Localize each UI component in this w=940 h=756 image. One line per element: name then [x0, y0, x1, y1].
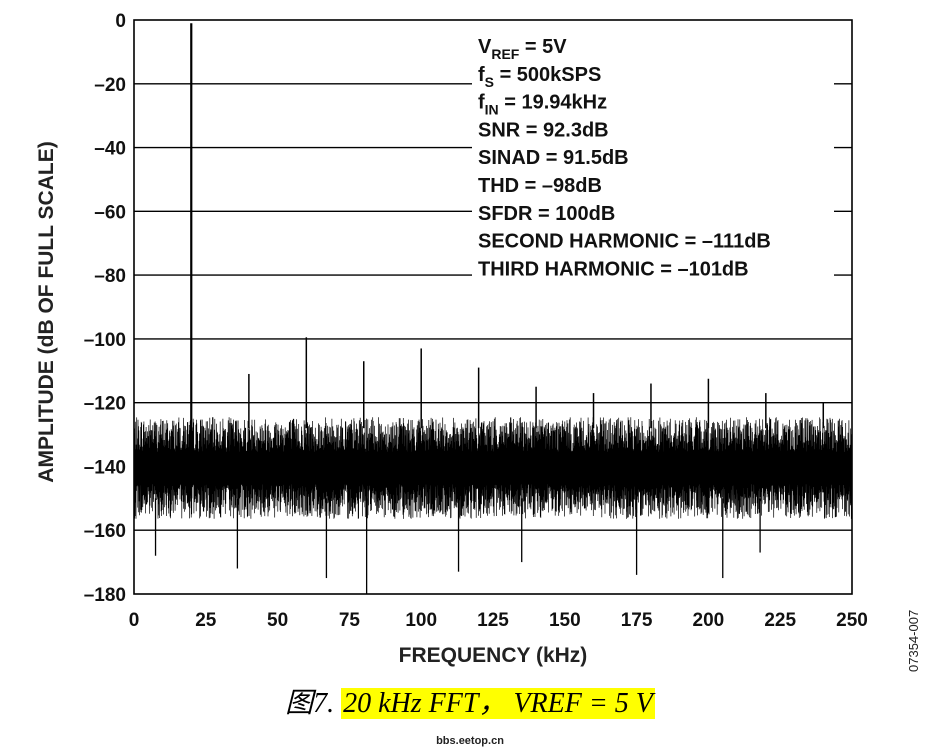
- x-axis-label: FREQUENCY (kHz): [399, 644, 588, 667]
- x-tick-label-5: 125: [477, 610, 509, 631]
- y-tick-label-3: –60: [94, 202, 126, 223]
- annotation-line-2: fIN = 19.94kHz: [478, 92, 607, 118]
- x-tick-label-4: 100: [405, 610, 437, 631]
- caption-highlight: 20 kHz FFT， VREF = 5 V: [341, 688, 655, 719]
- x-tick-label-3: 75: [339, 610, 361, 631]
- y-tick-label-0: 0: [115, 11, 126, 32]
- y-tick-label-4: –80: [94, 266, 126, 287]
- plot-frame: [133, 19, 853, 595]
- noise-floor-trace: [133, 417, 853, 519]
- x-tick-label-8: 200: [693, 610, 725, 631]
- watermark: bbs.eetop.cn: [436, 735, 504, 747]
- annotation-line-6: SFDR = 100dB: [478, 203, 615, 225]
- caption-prefix: 图7.: [285, 688, 342, 719]
- annotation-background: [472, 31, 834, 288]
- x-tick-label-1: 25: [195, 610, 217, 631]
- y-tick-label-5: –100: [84, 330, 126, 351]
- x-tick-label-2: 50: [267, 610, 288, 631]
- figure-caption: 图7. 20 kHz FFT， VREF = 5 V: [0, 681, 940, 721]
- y-tick-label-8: –160: [84, 521, 126, 542]
- annotation-line-7: SECOND HARMONIC = –111dB: [478, 231, 771, 253]
- annotation-line-5: THD = –98dB: [478, 175, 602, 197]
- annotation-line-1: fS = 500kSPS: [478, 64, 601, 90]
- y-tick-label-7: –140: [84, 457, 126, 478]
- y-tick-label-9: –180: [84, 585, 126, 606]
- annotation-line-3: SNR = 92.3dB: [478, 119, 609, 141]
- x-tick-label-0: 0: [129, 610, 140, 631]
- x-tick-label-10: 250: [836, 610, 868, 631]
- annotation-line-4: SINAD = 91.5dB: [478, 147, 629, 169]
- figure-id-text: 07354-007: [906, 610, 921, 672]
- x-tick-label-7: 175: [621, 610, 653, 631]
- annotation-line-8: THIRD HARMONIC = –101dB: [478, 258, 749, 280]
- y-tick-label-6: –120: [84, 394, 126, 415]
- y-tick-label-2: –40: [94, 139, 126, 160]
- figure-id: 07354-007: [880, 600, 940, 680]
- y-tick-label-1: –20: [94, 75, 126, 96]
- x-tick-label-6: 150: [549, 610, 581, 631]
- y-axis-label: AMPLITUDE (dB OF FULL SCALE): [35, 141, 58, 482]
- x-tick-label-9: 225: [764, 610, 796, 631]
- annotation-line-0: VREF = 5V: [478, 36, 567, 62]
